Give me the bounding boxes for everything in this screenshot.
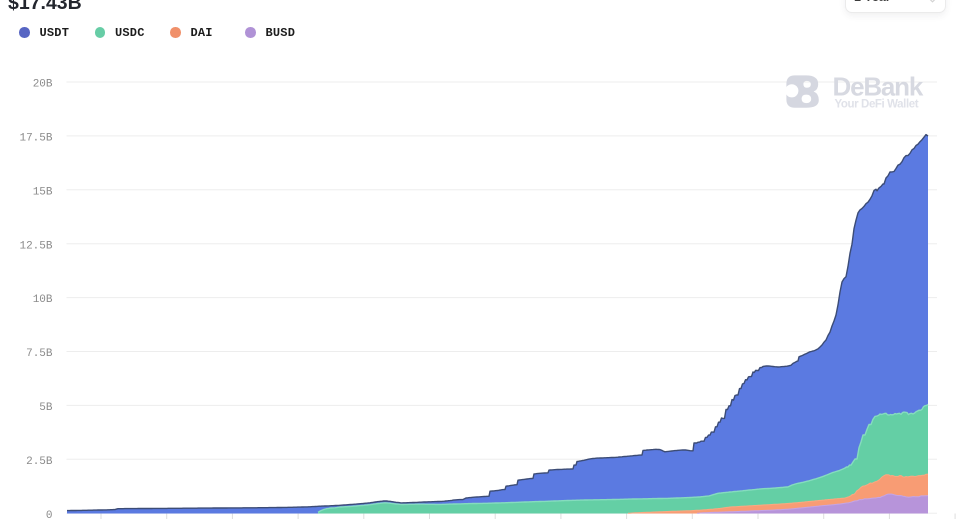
svg-text:12.5B: 12.5B xyxy=(19,240,52,252)
svg-text:10B: 10B xyxy=(33,294,53,306)
svg-text:5B: 5B xyxy=(39,402,53,414)
svg-text:0: 0 xyxy=(46,510,53,519)
svg-text:20B: 20B xyxy=(33,79,53,91)
svg-text:17.5B: 17.5B xyxy=(19,133,52,145)
svg-text:7.5B: 7.5B xyxy=(26,348,53,360)
svg-text:15B: 15B xyxy=(33,186,53,198)
svg-text:DeBank: DeBank xyxy=(833,71,924,101)
svg-text:Your DeFi Wallet: Your DeFi Wallet xyxy=(835,99,919,111)
svg-text:2.5B: 2.5B xyxy=(26,456,53,468)
